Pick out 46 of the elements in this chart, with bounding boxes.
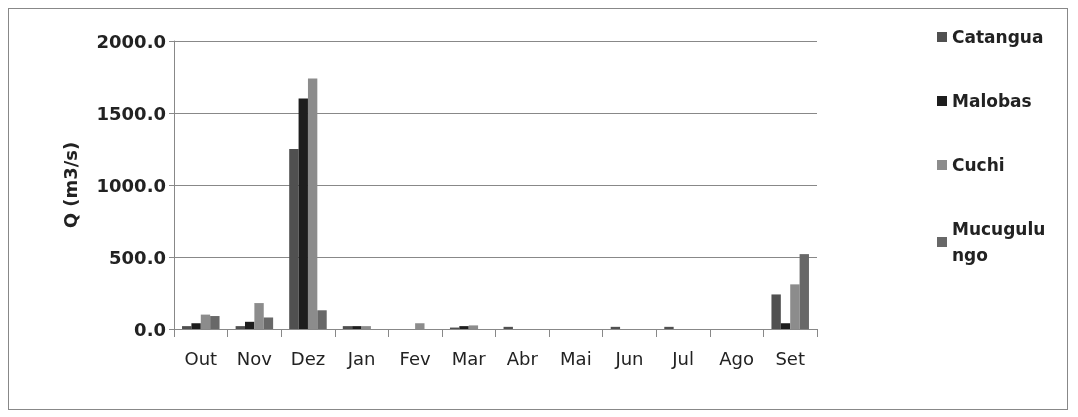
x-tick-label: Set (775, 347, 805, 369)
bar (361, 326, 371, 329)
bar (799, 254, 809, 329)
y-tick-label: 2000.0 (96, 30, 166, 52)
legend-label: Cuchi (952, 155, 1005, 175)
x-tick-label: Jan (346, 347, 376, 369)
y-tick-label: 0.0 (134, 318, 166, 340)
bar (771, 294, 781, 329)
x-tick-label: Mai (560, 347, 592, 369)
x-tick-label: Out (184, 347, 218, 369)
x-tick-label: Ago (719, 347, 755, 369)
bar (503, 326, 513, 329)
y-tick-label: 1500.0 (96, 102, 166, 124)
legend-label: Malobas (952, 91, 1032, 111)
bar (200, 314, 211, 329)
bar (235, 326, 245, 329)
x-tick-label: Abr (506, 347, 539, 369)
x-tick-label: Dez (290, 347, 326, 369)
bar (352, 326, 362, 329)
x-tick-label: Fev (399, 347, 432, 369)
bar (317, 310, 327, 329)
y-axis-title: Q (m3/s) (59, 141, 81, 229)
bar (468, 325, 479, 329)
bar (415, 323, 425, 329)
x-tick-label: Jun (614, 347, 644, 369)
bar (459, 326, 469, 329)
legend-label: Mucugulungo (952, 219, 1046, 265)
legend-label: Catangua (952, 27, 1044, 47)
bar (263, 317, 274, 329)
bar (254, 303, 264, 329)
y-tick-label: 1000.0 (96, 174, 166, 196)
bar (182, 326, 192, 329)
bar (245, 321, 255, 329)
y-tick-label: 500.0 (109, 246, 166, 268)
bar (664, 326, 674, 329)
bar (610, 326, 621, 329)
bar (210, 316, 220, 329)
bar (790, 284, 800, 329)
bar (780, 323, 791, 329)
x-tick-label: Mar (451, 347, 487, 369)
x-tick-label: Nov (236, 347, 273, 369)
bar (191, 323, 201, 329)
bar (289, 149, 299, 329)
bar (342, 326, 353, 329)
bar (298, 98, 308, 329)
x-tick-label: Jul (671, 347, 694, 369)
